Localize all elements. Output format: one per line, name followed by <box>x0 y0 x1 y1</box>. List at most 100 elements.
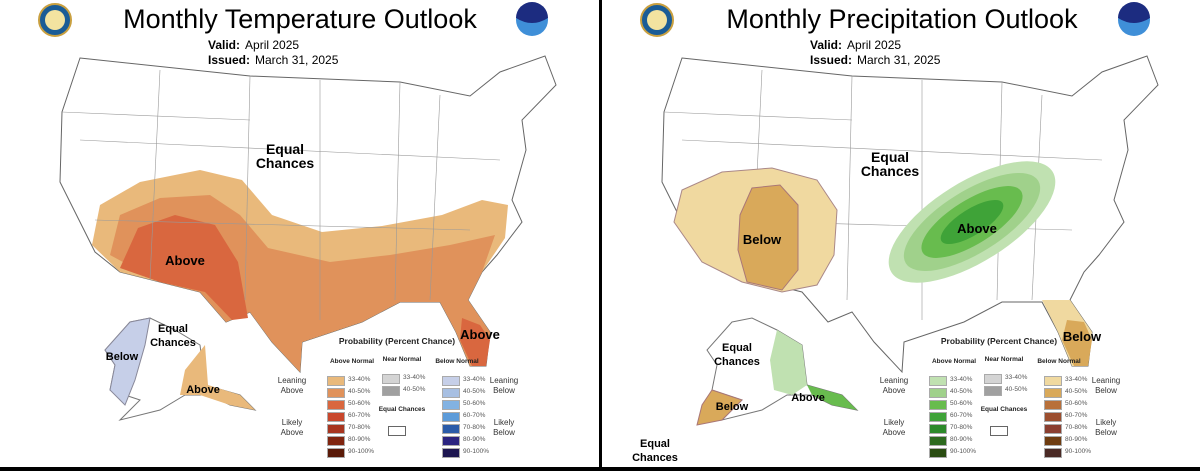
probability-legend: Probability (Percent Chance) Above Normal… <box>272 336 522 466</box>
label-below-ak: Below <box>715 401 749 413</box>
legend-swatch-equal <box>388 426 406 436</box>
legend-range-label: 90-100% <box>1065 448 1092 455</box>
legend-range-label: 40-50% <box>463 388 486 395</box>
legend-range-label: 40-50% <box>950 388 973 395</box>
issued-date: Issued: March 31, 2025 <box>208 53 338 67</box>
probability-legend: Probability (Percent Chance) Above Normal… <box>874 336 1124 466</box>
state-border <box>149 69 161 281</box>
legend-range-label: 33-40% <box>950 376 973 383</box>
page-title: Monthly Temperature Outlook <box>123 4 477 34</box>
legend-swatch-below <box>1044 376 1062 386</box>
legend-swatch-below <box>442 400 460 410</box>
legend-swatch-above <box>929 448 947 458</box>
legend-range-label: 33-40% <box>463 376 486 383</box>
legend-swatch-below <box>1044 388 1062 398</box>
page-title: Monthly Precipitation Outlook <box>726 4 1078 34</box>
legend-equal-chances: Equal Chances <box>980 406 1028 413</box>
state-border <box>681 139 1103 161</box>
legend-range-label: 33-40% <box>1065 376 1088 383</box>
issued-label: Issued: <box>208 53 251 67</box>
above-60-70%-area <box>940 199 1004 245</box>
alaska-below-area <box>696 389 743 426</box>
valid-date: Valid: April 2025 <box>208 38 299 52</box>
legend-swatch-below <box>1044 436 1062 446</box>
legend-title: Probability (Percent Chance) <box>940 336 1058 346</box>
state-border <box>394 81 401 301</box>
label-above-ak: Above <box>791 392 825 404</box>
legend-col-below: Below Normal <box>1037 358 1081 365</box>
legend-range-label: 80-90% <box>348 436 371 443</box>
legend-swatch-below <box>442 448 460 458</box>
valid-date: Valid: April 2025 <box>810 38 901 52</box>
legend-swatch-above <box>327 388 345 398</box>
legend-range-label: 60-70% <box>348 412 371 419</box>
legend-swatch-below <box>1044 424 1062 434</box>
temperature-map <box>38 2 557 421</box>
legend-range-label: 33-40% <box>403 374 426 381</box>
state-border <box>429 94 441 301</box>
legend-swatch-above <box>929 376 947 386</box>
label-equal-chances-ak: Equal Chances <box>150 323 196 349</box>
noaa-logo-top <box>516 2 548 23</box>
state-border <box>61 111 251 121</box>
state-border <box>94 219 471 231</box>
below-40-50-area <box>737 184 799 291</box>
legend-range-label: 90-100% <box>463 448 490 455</box>
legend-swatch-near <box>382 386 400 396</box>
legend-col-above: Above Normal <box>329 358 375 365</box>
legend-range-label: 90-100% <box>348 448 375 455</box>
label-equal-chances-ak: Equal Chances <box>714 342 760 368</box>
alaska-above-50-60-area <box>807 385 857 410</box>
legend-range-label: 50-60% <box>1065 400 1088 407</box>
legend-range-label: 50-60% <box>463 400 486 407</box>
alaska-below-area <box>104 317 151 406</box>
issued-value: March 31, 2025 <box>255 53 339 67</box>
issued-date: Issued: March 31, 2025 <box>810 53 940 67</box>
legend-range-label: 80-90% <box>950 436 973 443</box>
legend-range-label: 80-90% <box>1065 436 1088 443</box>
temperature-outlook-panel: Monthly Temperature Outlook Valid: April … <box>0 0 600 468</box>
legend-col-above: Above Normal <box>931 358 977 365</box>
valid-value: April 2025 <box>847 38 902 52</box>
commerce-seal-inner <box>45 10 65 30</box>
legend-leaning-above: Leaning Above <box>277 376 307 395</box>
legend-swatch-above <box>929 436 947 446</box>
below-40-50-florida <box>1062 320 1092 366</box>
legend-range-label: 60-70% <box>950 412 973 419</box>
alaska-above-33-40-area <box>770 330 807 395</box>
state-border <box>663 111 853 121</box>
legend-leaning-below: Leaning Below <box>1091 376 1121 395</box>
issued-value: March 31, 2025 <box>857 53 941 67</box>
label-equal-chances-ak-west: Equal Chances <box>632 438 678 464</box>
legend-swatch-above <box>929 412 947 422</box>
label-equal-chances-conus: Equal Chances <box>860 149 920 179</box>
legend-range-label: 40-50% <box>1065 388 1088 395</box>
legend-swatch-near <box>984 386 1002 396</box>
legend-likely-below: Likely Below <box>1095 418 1117 437</box>
legend-swatch-below <box>442 388 460 398</box>
legend-swatch-below <box>1044 400 1062 410</box>
legend-leaning-above: Leaning Above <box>879 376 909 395</box>
legend-range-label: 33-40% <box>348 376 371 383</box>
state-border <box>846 75 853 301</box>
legend-range-label: 40-50% <box>348 388 371 395</box>
legend-range-label: 80-90% <box>463 436 486 443</box>
precipitation-map <box>640 2 1159 426</box>
alaska-above-area <box>180 345 255 410</box>
label-above-sw: Above <box>165 253 205 268</box>
legend-swatch-below <box>442 424 460 434</box>
legend-likely-above: Likely Above <box>882 418 906 437</box>
label-below-fl: Below <box>1062 329 1102 344</box>
legend-swatch-above <box>929 424 947 434</box>
legend-range-label: 33-40% <box>1005 374 1028 381</box>
label-equal-chances-conus: Equal Chances <box>255 141 315 171</box>
legend-col-near: Near Normal <box>382 356 422 363</box>
label-above-ohio-valley: Above <box>957 221 997 236</box>
legend-range-label: 50-60% <box>348 400 371 407</box>
legend-leaning-below: Leaning Below <box>489 376 519 395</box>
label-above-ak: Above <box>186 384 220 396</box>
legend-range-label: 40-50% <box>403 386 426 393</box>
legend-swatch-near <box>984 374 1002 384</box>
issued-label: Issued: <box>810 53 853 67</box>
legend-col-near: Near Normal <box>984 356 1024 363</box>
